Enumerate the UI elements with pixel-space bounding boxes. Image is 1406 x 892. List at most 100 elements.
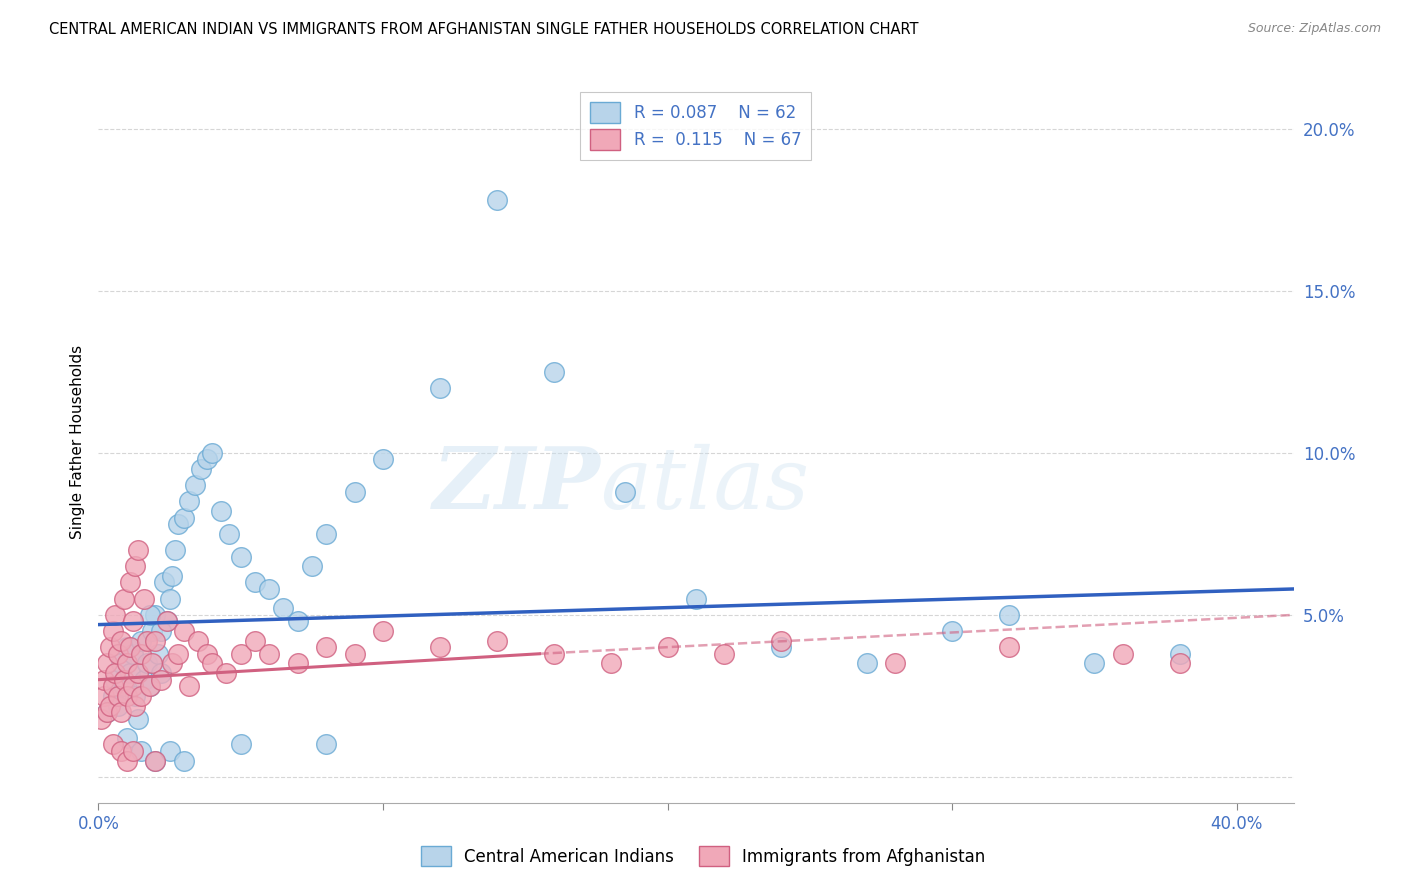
Point [132, 673, 155, 687]
Point [257, 647, 280, 661]
Point [543, 365, 565, 379]
Point [112, 673, 135, 687]
Point [343, 484, 366, 499]
Point [301, 559, 323, 574]
Text: ZIP: ZIP [433, 443, 600, 526]
Point [315, 527, 337, 541]
Point [884, 657, 907, 671]
Legend: R = 0.087    N = 62, R =  0.115    N = 67: R = 0.087 N = 62, R = 0.115 N = 67 [581, 92, 811, 160]
Point [156, 615, 179, 629]
Point [138, 679, 160, 693]
Point [179, 494, 201, 508]
Point [96, 705, 118, 719]
Point [141, 657, 163, 671]
Point [243, 575, 266, 590]
Point [229, 647, 252, 661]
Point [101, 679, 124, 693]
Point [127, 543, 149, 558]
Point [195, 647, 218, 661]
Point [143, 754, 166, 768]
Text: atlas: atlas [600, 443, 810, 526]
Point [998, 607, 1021, 622]
Point [115, 657, 138, 671]
Point [153, 575, 176, 590]
Point [243, 633, 266, 648]
Point [159, 591, 181, 606]
Point [173, 754, 195, 768]
Point [713, 647, 735, 661]
Point [143, 633, 166, 648]
Point [135, 633, 157, 648]
Point [941, 624, 963, 638]
Point [485, 633, 508, 648]
Point [118, 666, 141, 681]
Point [129, 647, 152, 661]
Point [229, 549, 252, 564]
Point [124, 689, 146, 703]
Point [93, 673, 115, 687]
Point [429, 381, 451, 395]
Point [148, 647, 170, 661]
Point [195, 452, 218, 467]
Point [770, 640, 793, 655]
Point [215, 666, 238, 681]
Point [173, 624, 195, 638]
Point [173, 510, 195, 524]
Point [543, 647, 565, 661]
Point [132, 591, 155, 606]
Point [101, 738, 124, 752]
Point [124, 559, 146, 574]
Point [104, 673, 127, 687]
Point [167, 647, 190, 661]
Point [127, 666, 149, 681]
Point [179, 679, 201, 693]
Point [315, 738, 337, 752]
Point [371, 452, 394, 467]
Point [121, 647, 143, 661]
Point [135, 657, 157, 671]
Point [613, 484, 636, 499]
Point [129, 744, 152, 758]
Point [101, 689, 124, 703]
Point [124, 698, 146, 713]
Point [150, 624, 173, 638]
Point [107, 698, 129, 713]
Point [165, 543, 187, 558]
Point [315, 640, 337, 655]
Point [98, 640, 121, 655]
Point [287, 615, 309, 629]
Text: Source: ZipAtlas.com: Source: ZipAtlas.com [1247, 22, 1381, 36]
Point [184, 478, 207, 492]
Point [229, 738, 252, 752]
Point [343, 647, 366, 661]
Point [156, 615, 179, 629]
Point [115, 731, 138, 745]
Point [121, 679, 143, 693]
Point [121, 744, 143, 758]
Point [257, 582, 280, 596]
Point [1168, 657, 1191, 671]
Point [93, 689, 115, 703]
Point [112, 591, 135, 606]
Point [429, 640, 451, 655]
Legend: Central American Indians, Immigrants from Afghanistan: Central American Indians, Immigrants fro… [413, 839, 993, 873]
Point [115, 754, 138, 768]
Point [129, 689, 152, 703]
Point [104, 666, 127, 681]
Point [143, 754, 166, 768]
Y-axis label: Single Father Households: Single Father Households [69, 344, 84, 539]
Point [90, 712, 112, 726]
Point [770, 633, 793, 648]
Point [162, 657, 184, 671]
Point [209, 504, 232, 518]
Point [110, 633, 132, 648]
Point [1112, 647, 1135, 661]
Point [129, 633, 152, 648]
Point [1083, 657, 1105, 671]
Point [118, 575, 141, 590]
Point [485, 193, 508, 207]
Point [371, 624, 394, 638]
Point [167, 517, 190, 532]
Point [110, 657, 132, 671]
Point [162, 569, 184, 583]
